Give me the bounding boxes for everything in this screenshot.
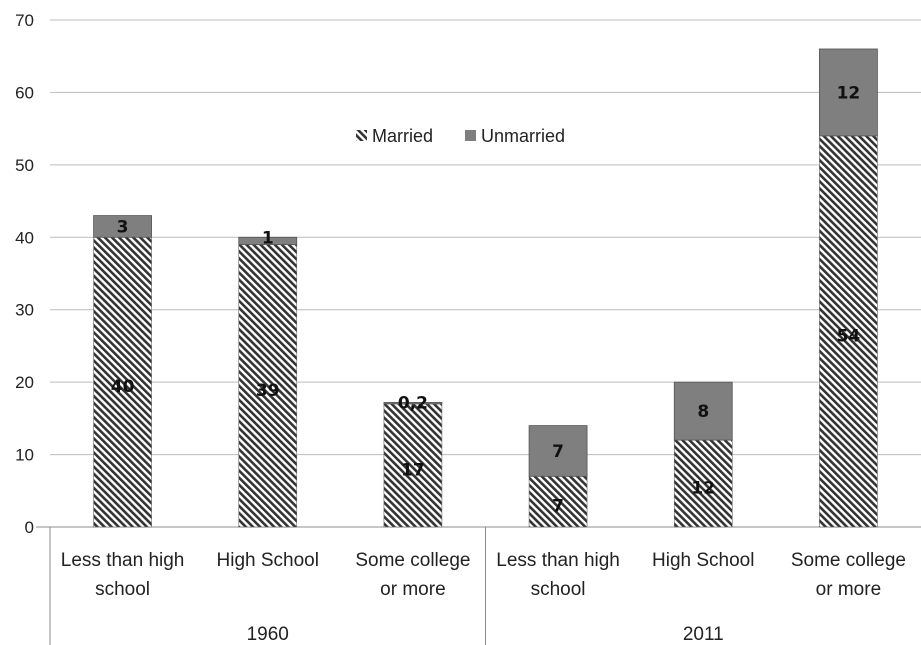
x-category-label: High School bbox=[217, 550, 319, 571]
data-label-unmarried: 0,2 bbox=[398, 393, 428, 413]
x-category-label: school bbox=[95, 579, 150, 600]
x-group-label: 2011 bbox=[683, 624, 724, 645]
legend: Married Unmarried bbox=[356, 126, 565, 146]
y-tick-label: 40 bbox=[15, 228, 34, 247]
legend-label-unmarried: Unmarried bbox=[481, 126, 565, 146]
bar-unmarried bbox=[673, 381, 733, 441]
data-label-married: 12 bbox=[691, 479, 715, 499]
bar-married bbox=[673, 439, 733, 528]
x-category-label: Some college bbox=[791, 550, 906, 571]
bars bbox=[93, 48, 878, 528]
bar-married bbox=[93, 236, 152, 528]
y-tick-label: 0 bbox=[25, 518, 34, 537]
legend-swatch-unmarried bbox=[465, 130, 476, 141]
x-category-label: Less than high bbox=[496, 550, 620, 571]
bar-married bbox=[238, 244, 298, 528]
bar-unmarried bbox=[238, 236, 298, 245]
data-label-unmarried: 12 bbox=[837, 83, 861, 103]
x-category-label: or more bbox=[380, 579, 445, 600]
bar-married bbox=[383, 403, 443, 528]
legend-swatch-married bbox=[356, 130, 367, 141]
x-category-label: Less than high bbox=[61, 550, 185, 571]
legend-label-married: Married bbox=[372, 126, 433, 146]
data-labels: 40 3 39 1 17 0,2 7 7 12 8 54 12 bbox=[111, 83, 861, 516]
data-label-married: 54 bbox=[837, 326, 861, 346]
data-label-unmarried: 3 bbox=[117, 217, 129, 237]
y-tick-label: 70 bbox=[15, 11, 34, 30]
data-label-unmarried: 1 bbox=[262, 228, 274, 248]
x-category-label: or more bbox=[816, 579, 881, 600]
data-label-married: 7 bbox=[552, 497, 564, 517]
bar-unmarried bbox=[819, 48, 878, 137]
bar-married bbox=[819, 135, 878, 528]
y-tick-label: 30 bbox=[15, 301, 34, 320]
y-tick-label: 10 bbox=[15, 446, 34, 465]
bar-unmarried bbox=[93, 215, 152, 238]
gridlines bbox=[50, 19, 921, 456]
y-tick-label: 20 bbox=[15, 373, 34, 392]
bar-married bbox=[528, 475, 588, 528]
x-category-label: school bbox=[531, 579, 586, 600]
data-label-unmarried: 8 bbox=[697, 402, 709, 422]
data-label-unmarried: 7 bbox=[552, 442, 564, 462]
axes: 0 10 20 30 40 50 60 70 Less than high school High … bbox=[15, 11, 921, 645]
data-label-married: 40 bbox=[111, 377, 135, 397]
data-label-married: 17 bbox=[401, 460, 425, 480]
bar-unmarried bbox=[528, 425, 588, 477]
y-tick-label: 50 bbox=[15, 156, 34, 175]
x-group-label: 1960 bbox=[247, 624, 289, 645]
x-category-label: Some college bbox=[355, 550, 470, 571]
bar-unmarried bbox=[383, 402, 443, 405]
y-tick-label: 60 bbox=[15, 83, 34, 102]
data-label-married: 39 bbox=[256, 381, 280, 401]
x-category-label: High School bbox=[652, 550, 754, 571]
